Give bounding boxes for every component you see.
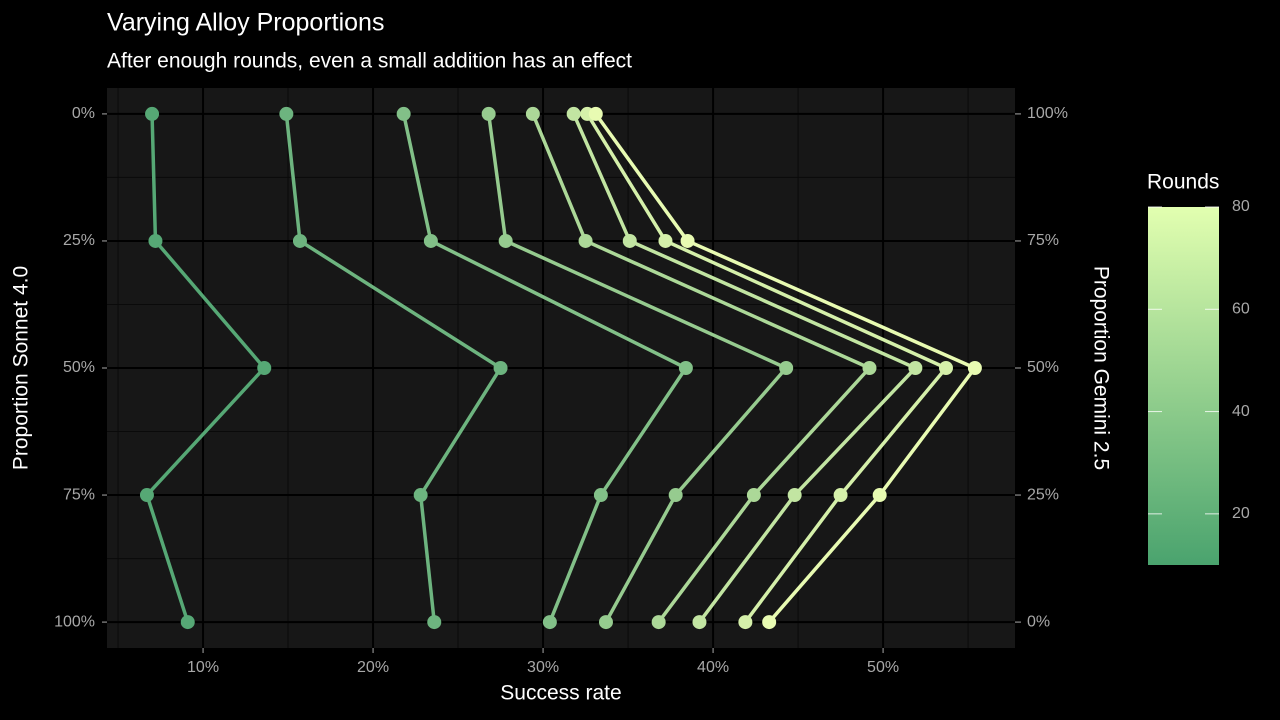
data-point: [598, 615, 613, 630]
data-point: [525, 106, 540, 121]
data-point: [967, 361, 982, 375]
y2-tick-label: 100%: [1027, 105, 1068, 122]
y-axis-title: Proportion Sonnet 4.0: [10, 266, 33, 470]
chart-title: Varying Alloy Proportions: [107, 9, 384, 37]
y-tick-label: 0%: [72, 105, 95, 122]
data-point: [862, 361, 877, 375]
data-point: [692, 615, 707, 630]
chart-subtitle: After enough rounds, even a small additi…: [107, 50, 632, 73]
data-point: [493, 361, 508, 375]
data-point: [279, 106, 294, 121]
data-point: [738, 615, 753, 630]
colorbar-tick-label: 20: [1232, 505, 1250, 522]
data-point: [651, 615, 666, 630]
colorbar-tick-label: 80: [1232, 198, 1250, 215]
data-point: [566, 106, 581, 121]
colorbar-title: Rounds: [1147, 171, 1219, 194]
data-point: [481, 106, 496, 121]
y2-tick-label: 50%: [1027, 359, 1059, 376]
data-point: [423, 233, 438, 248]
y-tick-label: 75%: [63, 486, 95, 503]
data-point: [680, 233, 695, 248]
data-point: [180, 615, 195, 630]
x-axis-title: Success rate: [500, 682, 621, 705]
data-point: [292, 233, 307, 248]
data-point: [578, 233, 593, 248]
data-point: [148, 233, 163, 248]
data-point: [588, 106, 603, 121]
data-point: [762, 615, 777, 630]
data-point: [938, 361, 953, 375]
marks: [139, 106, 982, 630]
x-tick-label: 30%: [527, 659, 559, 676]
x-tick-label: 50%: [867, 659, 899, 676]
x-tick-label: 40%: [697, 659, 729, 676]
data-point: [542, 615, 557, 630]
data-point: [678, 361, 693, 375]
data-point: [746, 488, 761, 503]
data-point: [622, 233, 637, 248]
data-point: [908, 361, 923, 375]
data-point: [872, 488, 887, 503]
y-tick-label: 50%: [63, 359, 95, 376]
y-tick-label: 25%: [63, 232, 95, 249]
colorbar-tick-label: 40: [1232, 403, 1250, 420]
data-point: [145, 106, 160, 121]
data-point: [787, 488, 802, 503]
data-point: [139, 488, 154, 503]
x-tick-label: 10%: [187, 659, 219, 676]
data-point: [427, 615, 442, 630]
data-point: [593, 488, 608, 503]
data-point: [257, 361, 272, 375]
data-point: [833, 488, 848, 503]
data-point: [668, 488, 683, 503]
y-tick-label: 100%: [54, 613, 95, 630]
y2-tick-label: 75%: [1027, 232, 1059, 249]
y2-axis-title: Proportion Gemini 2.5: [1089, 266, 1112, 470]
y2-tick-label: 25%: [1027, 486, 1059, 503]
data-point: [498, 233, 513, 248]
data-point: [658, 233, 673, 248]
colorbar-tick-label: 60: [1232, 301, 1250, 318]
x-tick-label: 20%: [357, 659, 389, 676]
data-point: [396, 106, 411, 121]
data-point: [413, 488, 428, 503]
data-point: [779, 361, 794, 375]
y2-tick-label: 0%: [1027, 613, 1050, 630]
colorbar: [1148, 207, 1219, 565]
